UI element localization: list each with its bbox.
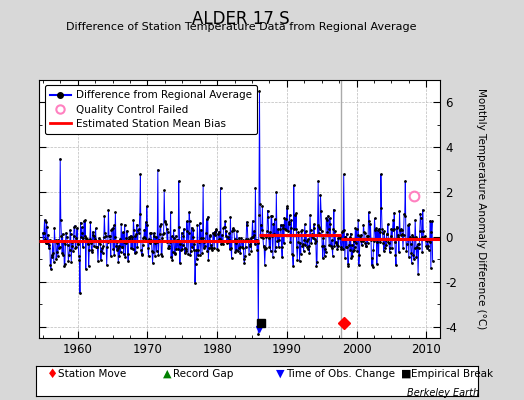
Text: Empirical Break: Empirical Break [411,369,494,379]
Text: ♦: ♦ [47,368,58,380]
Text: ■: ■ [401,369,411,379]
Text: Time of Obs. Change: Time of Obs. Change [286,369,395,379]
Text: Station Move: Station Move [58,369,126,379]
Y-axis label: Monthly Temperature Anomaly Difference (°C): Monthly Temperature Anomaly Difference (… [476,88,486,330]
Text: Record Gap: Record Gap [173,369,233,379]
Legend: Difference from Regional Average, Quality Control Failed, Estimated Station Mean: Difference from Regional Average, Qualit… [45,85,257,134]
Text: Berkeley Earth: Berkeley Earth [407,388,479,398]
Text: ▼: ▼ [276,369,285,379]
Text: Difference of Station Temperature Data from Regional Average: Difference of Station Temperature Data f… [66,22,416,32]
Text: ▲: ▲ [163,369,172,379]
Text: ALDER 17 S: ALDER 17 S [192,10,290,28]
